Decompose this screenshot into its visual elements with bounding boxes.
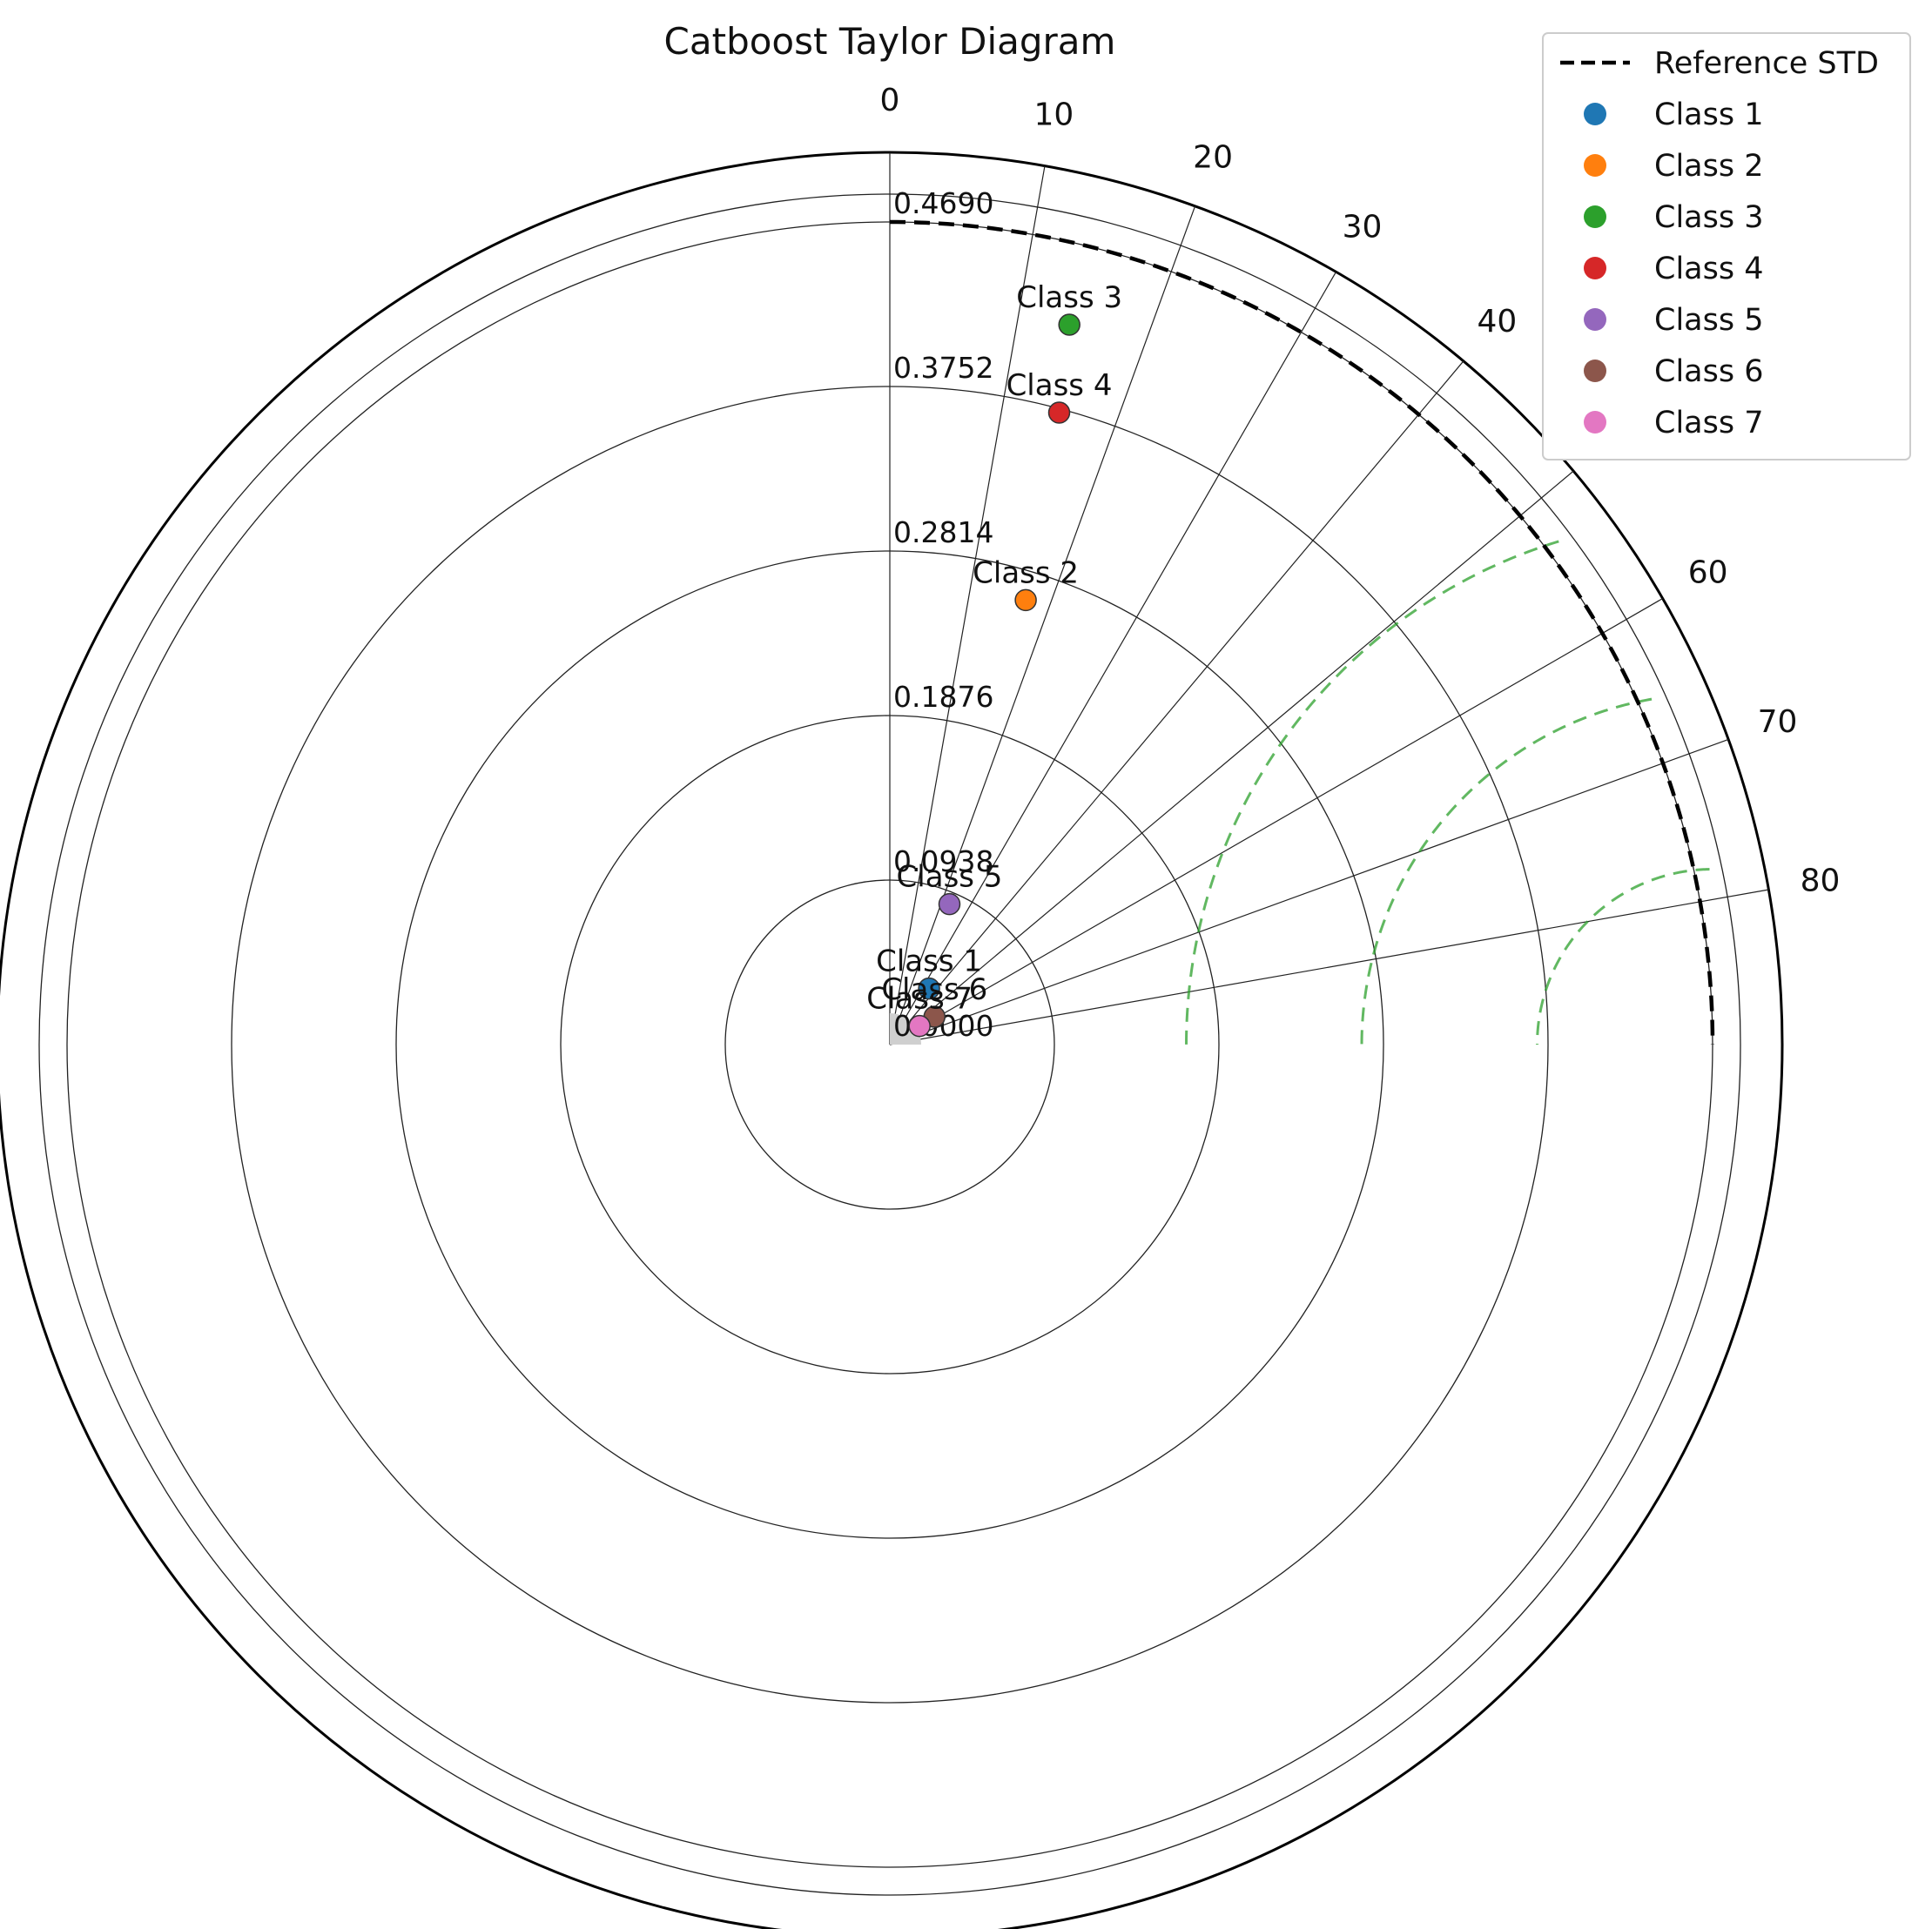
theta-spoke [889, 889, 1769, 1045]
legend-label: Class 2 [1654, 149, 1763, 184]
point-class-2 [1014, 588, 1037, 612]
point-label-class-7: Class 7 [866, 982, 973, 1017]
legend-label: Class 1 [1654, 97, 1763, 132]
legend-label: Reference STD [1654, 46, 1879, 81]
point-label-class-1: Class 1 [876, 944, 982, 979]
radial-tick-label: 0.2814 [893, 515, 993, 549]
legend-label: Class 4 [1654, 252, 1763, 286]
theta-tick-label: 20 [1193, 139, 1233, 175]
legend-swatch-marker [1584, 411, 1606, 434]
rms-contours [1185, 540, 1710, 1045]
theta-tick-label: 40 [1478, 304, 1518, 339]
rms-contour [1536, 868, 1710, 1045]
legend-swatch-marker [1584, 360, 1606, 382]
radial-tick-label: 0.4690 [893, 186, 993, 220]
theta-tick-label: 0 [880, 83, 900, 118]
legend-label: Class 6 [1654, 354, 1763, 389]
point-class-4 [1047, 401, 1071, 424]
radial-tick-label: 0.0938 [893, 844, 993, 878]
theta-tick-label: 10 [1034, 97, 1074, 132]
origin-wedge [890, 1013, 921, 1045]
legend-swatch-marker [1584, 308, 1606, 331]
theta-spoke [889, 738, 1729, 1045]
theta-tick-label: 70 [1758, 704, 1798, 740]
legend: Reference STD Class 1 Class 2 Class 3 Class … [1542, 32, 1911, 460]
legend-label: Class 7 [1654, 406, 1763, 440]
legend-frame [1542, 32, 1911, 460]
radial-tick-label: 0.1876 [893, 680, 993, 714]
point-labels: Class 1 Class 2 Class 3 Class 4 Class 5 Class… [866, 280, 1122, 1017]
legend-swatch-marker [1584, 205, 1606, 228]
chart-title: Catboost Taylor Diagram [664, 20, 1116, 63]
legend-swatch-marker [1584, 257, 1606, 279]
theta-tick-label: 80 [1801, 864, 1841, 899]
theta-spoke [889, 360, 1464, 1045]
legend-label: Class 5 [1654, 303, 1763, 338]
theta-spoke [889, 272, 1337, 1045]
radial-tick-label: 0.3752 [893, 351, 993, 385]
point-class-3 [1058, 313, 1080, 336]
theta-tick-label: 30 [1343, 209, 1383, 245]
theta-spoke [889, 470, 1574, 1045]
point-class-1 [918, 977, 940, 1000]
data-points [908, 313, 1080, 1038]
legend-swatch-marker [1584, 103, 1606, 125]
legend-label: Class 3 [1654, 200, 1763, 235]
reference-std-arc [889, 219, 1715, 1045]
point-label-class-6: Class 6 [881, 972, 987, 1007]
reference-std-line [889, 219, 1715, 1045]
point-label-class-4: Class 4 [1006, 368, 1113, 403]
point-label-class-5: Class 5 [897, 860, 1003, 895]
rms-contour [1360, 697, 1653, 1045]
theta-tick-label: 60 [1688, 555, 1728, 591]
theta-spoke [889, 165, 1046, 1045]
point-label-class-2: Class 2 [973, 555, 1079, 590]
point-class-7 [908, 1014, 931, 1038]
legend-swatch-marker [1584, 154, 1606, 177]
point-class-5 [938, 892, 961, 916]
theta-spoke [889, 597, 1663, 1045]
point-label-class-3: Class 3 [1016, 280, 1122, 315]
